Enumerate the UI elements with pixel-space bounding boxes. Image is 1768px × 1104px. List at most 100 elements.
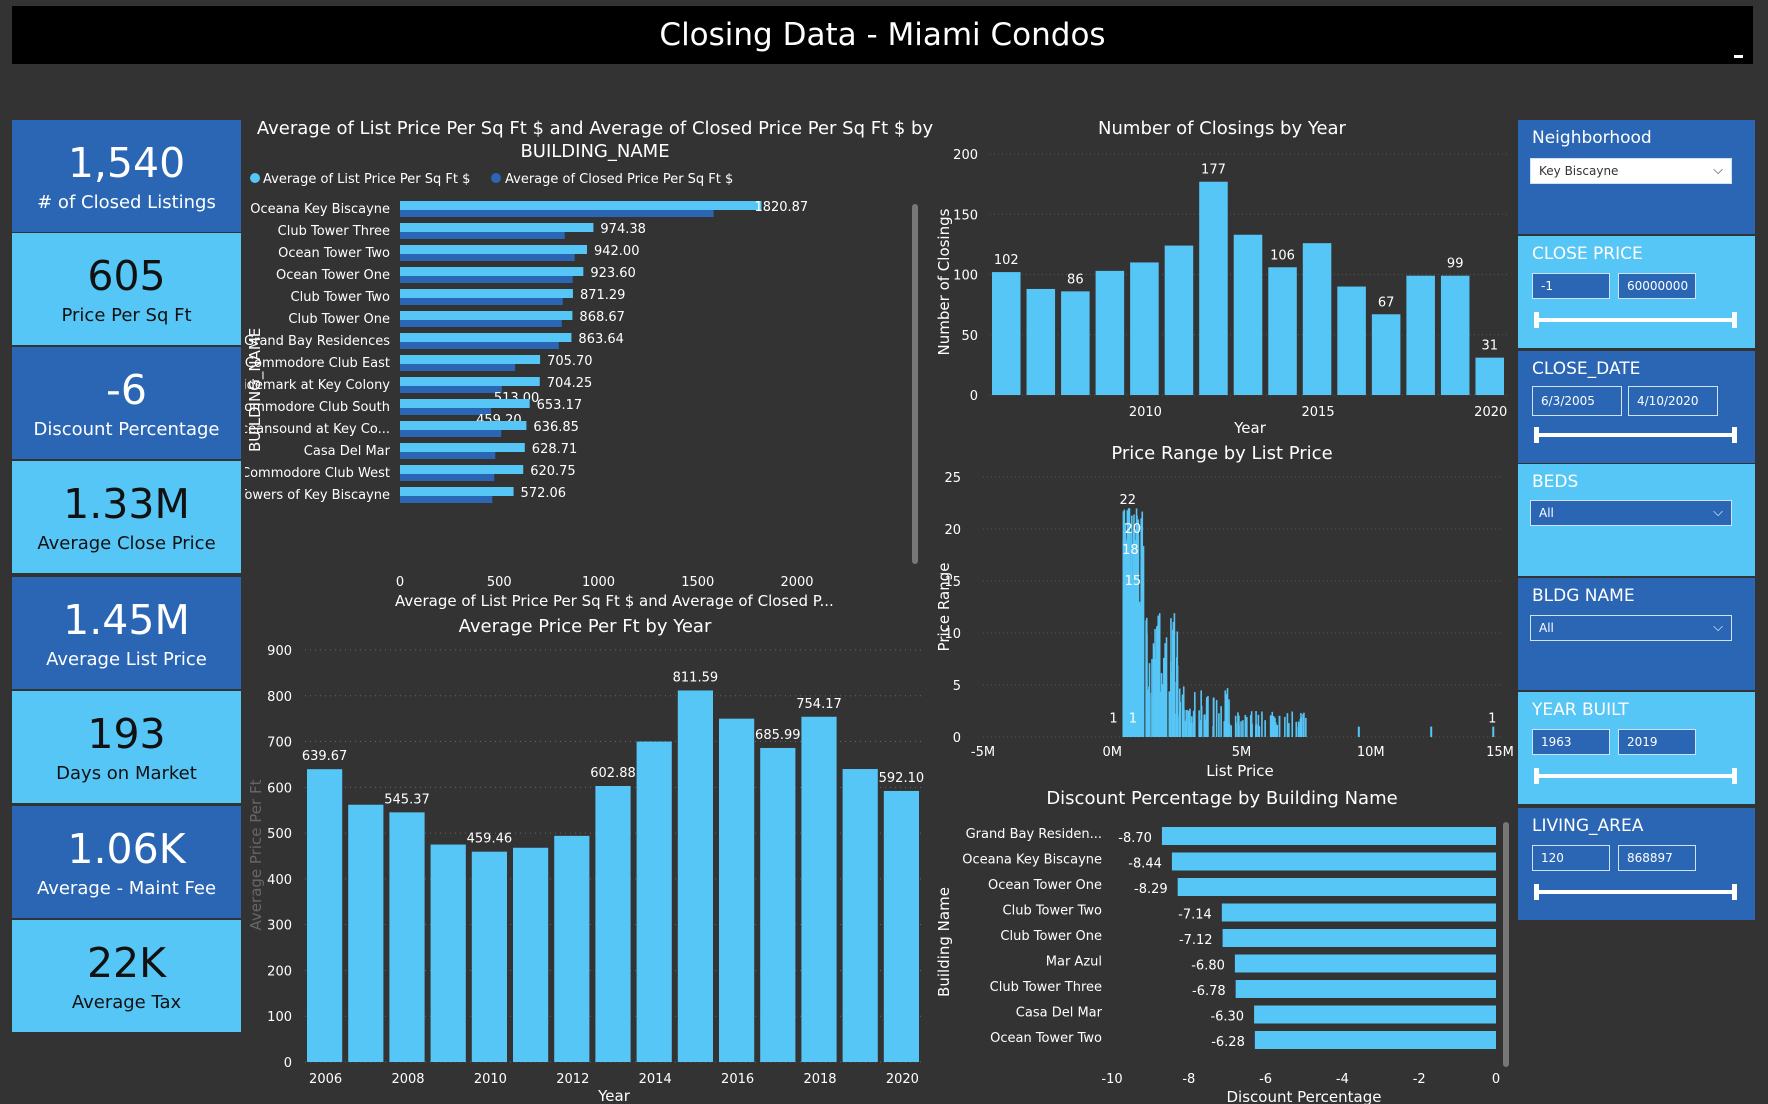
- bar-closed-price: [400, 452, 496, 459]
- neighborhood-dropdown[interactable]: Key Biscayne ⌵: [1530, 158, 1732, 184]
- close-price-min-input[interactable]: -1: [1532, 273, 1610, 299]
- chart-list-vs-closed[interactable]: Average of List Price Per Sq Ft $ and Av…: [245, 112, 935, 614]
- y-tick-label: 25: [944, 471, 961, 486]
- minimize-icon[interactable]: [1734, 55, 1743, 58]
- data-label: 18: [1122, 543, 1139, 558]
- bar-closed-price: [400, 430, 502, 437]
- data-label: 628.71: [532, 442, 578, 457]
- histogram-bar: [1242, 720, 1244, 737]
- data-label: 811.59: [673, 670, 719, 685]
- histogram-bar: [1257, 714, 1260, 737]
- y-tick-label: 10: [944, 627, 961, 642]
- data-label: 685.99: [755, 728, 801, 743]
- chart-closings-svg: Number of Closings by Year 0 50 100 150 200 10…: [935, 118, 1508, 437]
- x-tick-label: 2010: [474, 1072, 507, 1087]
- data-label: -6.30: [1210, 1010, 1244, 1025]
- category-label: Commodore Club South: [245, 400, 390, 415]
- bar: [471, 851, 507, 1062]
- close-date-end-input[interactable]: 4/10/2020: [1628, 386, 1718, 416]
- slicer-title: YEAR BUILT: [1532, 700, 1629, 720]
- category-label: Ocean Tower One: [988, 878, 1102, 893]
- data-label: -8.29: [1134, 882, 1168, 897]
- histogram-bar: [1176, 631, 1179, 737]
- y-axis-title: Average Price Per Ft: [247, 779, 265, 930]
- chevron-down-icon: ⌵: [1713, 620, 1723, 635]
- slider-track[interactable]: [1536, 890, 1734, 894]
- histogram-bar: [1215, 700, 1218, 737]
- scrollbar: [912, 204, 918, 564]
- bar-closed-price: [400, 320, 562, 327]
- histogram-bar: [1276, 724, 1279, 737]
- close-date-start-input[interactable]: 6/3/2005: [1532, 386, 1622, 416]
- living-area-max-input[interactable]: 868897: [1618, 845, 1696, 871]
- slider-handle-min[interactable]: [1534, 884, 1539, 900]
- year-built-max-input[interactable]: 2019: [1618, 729, 1696, 755]
- histogram-bar: [1164, 660, 1166, 737]
- slider-track[interactable]: [1536, 318, 1734, 322]
- category-label: Commodore Club East: [245, 356, 390, 371]
- bar: [1061, 291, 1090, 395]
- category-label: Grand Bay Residences: [245, 334, 390, 349]
- bldg-name-dropdown[interactable]: All ⌵: [1530, 615, 1732, 641]
- slider-track[interactable]: [1536, 433, 1734, 437]
- slider-handle-min[interactable]: [1534, 427, 1539, 443]
- histogram-bar: [1303, 712, 1305, 737]
- bar-closed-price: [400, 364, 516, 371]
- histogram-bar: [1224, 690, 1227, 737]
- chart-discount-by-building[interactable]: Discount Percentage by Building Name Gran…: [930, 782, 1515, 1104]
- slider-track[interactable]: [1536, 774, 1734, 778]
- y-tick-label: 20: [944, 523, 961, 538]
- data-label: 974.38: [600, 222, 646, 237]
- data-label: 871.29: [580, 288, 626, 303]
- slider-handle-max[interactable]: [1732, 768, 1737, 784]
- x-tick-label: 2015: [1302, 405, 1335, 420]
- bar: [1026, 288, 1056, 395]
- slider-handle-max[interactable]: [1732, 427, 1737, 443]
- category-label: Oceana Key Biscayne: [250, 202, 390, 217]
- data-label: 754.17: [796, 697, 842, 712]
- category-label: Towers of Key Biscayne: [245, 488, 390, 503]
- histogram-bar: [1274, 717, 1276, 737]
- bar: [883, 790, 919, 1062]
- histogram-bar: [1249, 715, 1252, 737]
- data-label: 942.00: [594, 244, 640, 259]
- bar: [1233, 234, 1263, 395]
- living-area-min-input[interactable]: 120: [1532, 845, 1610, 871]
- year-built-min-input[interactable]: 1963: [1532, 729, 1610, 755]
- category-label: Commodore Club West: [245, 466, 390, 481]
- bar: [1221, 903, 1496, 922]
- slider-handle-max[interactable]: [1732, 884, 1737, 900]
- histogram-bar: [1297, 721, 1300, 737]
- scrollbar: [1503, 822, 1509, 1067]
- data-label: 31: [1481, 339, 1498, 354]
- bar-closed-price: [400, 496, 493, 503]
- histogram-bar: [1130, 549, 1133, 737]
- histogram-bar: [1132, 581, 1136, 737]
- bar-list-price: [400, 223, 594, 232]
- x-axis-title: Discount Percentage: [1226, 1088, 1381, 1104]
- histogram-bar: [1203, 714, 1206, 737]
- histogram-bar: [1300, 712, 1302, 737]
- slider-handle-max[interactable]: [1732, 312, 1737, 328]
- dropdown-value: Key Biscayne: [1539, 164, 1619, 178]
- data-label: 653.17: [537, 398, 583, 413]
- y-tick-label: 700: [267, 736, 292, 751]
- y-tick-label: 0: [953, 731, 961, 746]
- bar: [677, 690, 713, 1062]
- bar: [1164, 245, 1194, 395]
- y-tick-label: 600: [267, 781, 292, 796]
- chart-title: Discount Percentage by Building Name: [1046, 788, 1397, 809]
- x-axis-title: Year: [597, 1087, 631, 1104]
- slicer-bldg-name: BLDG NAME All ⌵: [1518, 578, 1755, 690]
- bar-list-price: [400, 355, 541, 364]
- close-price-max-input[interactable]: 60000000: [1618, 273, 1696, 299]
- beds-dropdown[interactable]: All ⌵: [1530, 500, 1732, 526]
- slider-handle-min[interactable]: [1534, 768, 1539, 784]
- chart-closings-by-year[interactable]: Number of Closings by Year 0 50 100 150 200 10…: [930, 112, 1515, 437]
- category-label: Casa Del Mar: [304, 444, 391, 459]
- histogram-bar: [1141, 551, 1143, 737]
- chart-price-range[interactable]: Price Range by List Price 0 5 10 15 20 25 22 20 1…: [930, 437, 1515, 787]
- data-label: 22: [1119, 493, 1136, 508]
- chart-avg-price-per-ft[interactable]: Average Price Per Ft by Year 0 100 200 300 40…: [245, 610, 935, 1104]
- slider-handle-min[interactable]: [1534, 312, 1539, 328]
